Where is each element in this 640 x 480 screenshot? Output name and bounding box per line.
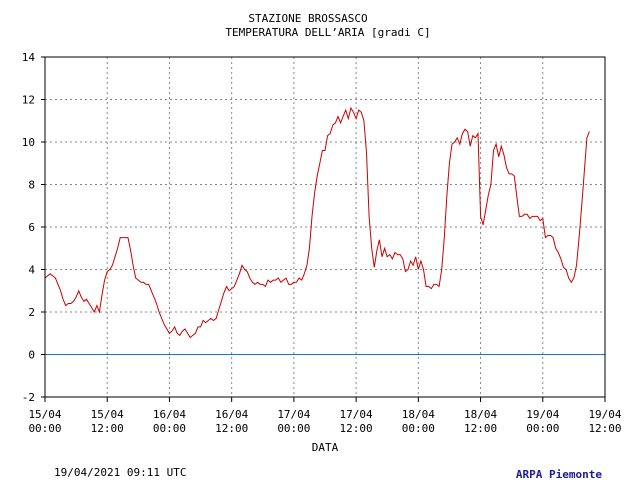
y-tick-label: 10 xyxy=(22,136,35,149)
x-tick-label-date: 16/04 xyxy=(215,408,248,421)
y-tick-label: 2 xyxy=(28,306,35,319)
y-tick-label: -2 xyxy=(22,391,35,404)
x-tick-label-time: 12:00 xyxy=(340,422,373,435)
x-tick-label-time: 00:00 xyxy=(526,422,559,435)
y-tick-label: 0 xyxy=(28,349,35,362)
x-tick-label-time: 12:00 xyxy=(464,422,497,435)
y-axis-ticks: -2 0 2 4 6 8 10 12 14 xyxy=(22,51,45,404)
x-tick-label-date: 17/04 xyxy=(340,408,373,421)
series-layer xyxy=(44,106,590,339)
x-tick-label-date: 19/04 xyxy=(526,408,559,421)
grid-lines xyxy=(45,57,605,397)
x-tick-label-date: 19/04 xyxy=(588,408,621,421)
x-tick-label-time: 12:00 xyxy=(215,422,248,435)
x-tick-label-time: 00:00 xyxy=(277,422,310,435)
y-tick-label: 4 xyxy=(28,264,35,277)
x-axis-label: DATA xyxy=(312,441,339,454)
x-tick-label-time: 00:00 xyxy=(28,422,61,435)
y-tick-label: 12 xyxy=(22,94,35,107)
x-tick-label-date: 16/04 xyxy=(153,408,186,421)
x-tick-label-date: 17/04 xyxy=(277,408,310,421)
x-axis-ticks: 15/0400:0015/0412:0016/0400:0016/0412:00… xyxy=(28,397,622,435)
chart-subtitle: TEMPERATURA DELL’ARIA [gradi C] xyxy=(225,26,430,39)
footer-timestamp: 19/04/2021 09:11 UTC xyxy=(54,466,186,479)
x-tick-label-date: 15/04 xyxy=(91,408,124,421)
x-tick-label-time: 00:00 xyxy=(402,422,435,435)
footer-brand: ARPA Piemonte xyxy=(516,468,602,480)
x-tick-label-date: 18/04 xyxy=(464,408,497,421)
x-tick-label-time: 12:00 xyxy=(91,422,124,435)
chart-title: STAZIONE BROSSASCO xyxy=(248,12,367,25)
y-tick-label: 8 xyxy=(28,179,35,192)
y-tick-label: 14 xyxy=(22,51,36,64)
temperature-series-line xyxy=(44,106,590,339)
x-tick-label-time: 12:00 xyxy=(588,422,621,435)
x-tick-label-date: 18/04 xyxy=(402,408,435,421)
x-tick-label-date: 15/04 xyxy=(28,408,61,421)
y-tick-label: 6 xyxy=(28,221,35,234)
x-tick-label-time: 00:00 xyxy=(153,422,186,435)
